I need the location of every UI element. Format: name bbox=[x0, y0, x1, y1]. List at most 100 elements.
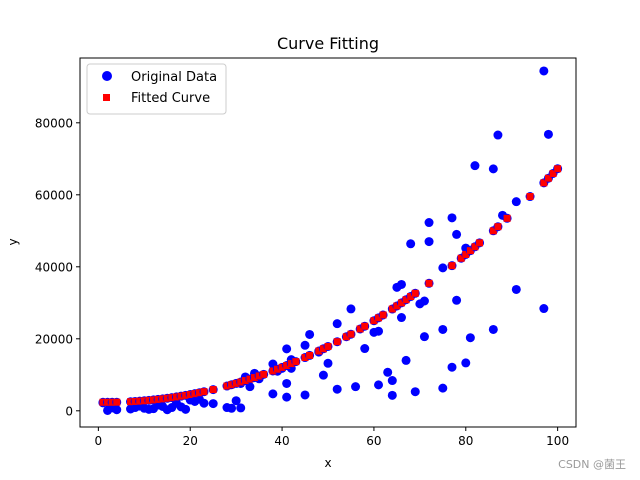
original-data-point-52 bbox=[374, 326, 384, 336]
fitted-curve-point-49 bbox=[379, 311, 387, 319]
original-data-point-49 bbox=[351, 382, 361, 392]
original-data-point-54 bbox=[383, 367, 393, 377]
fitted-curve-point-46 bbox=[361, 322, 369, 330]
original-data-point-74 bbox=[452, 295, 462, 305]
fitted-curve-point-63 bbox=[489, 227, 497, 235]
fitted-curve-point-43 bbox=[342, 333, 350, 341]
fitted-curve-point-30 bbox=[260, 370, 268, 378]
original-data-point-85 bbox=[539, 66, 549, 76]
original-data-point-72 bbox=[447, 362, 457, 372]
original-data-point-87 bbox=[543, 129, 553, 139]
original-data-point-56 bbox=[387, 376, 397, 386]
x-axis-label: x bbox=[324, 456, 331, 470]
fitted-curve-point-41 bbox=[324, 342, 332, 350]
original-data-point-71 bbox=[447, 213, 457, 223]
fitted-curve-point-2 bbox=[108, 398, 116, 406]
fitted-curve-point-57 bbox=[448, 262, 456, 270]
original-data-point-21 bbox=[208, 399, 218, 409]
fitted-curve-point-1 bbox=[104, 398, 112, 406]
fitted-curve-point-64 bbox=[494, 223, 502, 231]
fitted-curve-point-62 bbox=[476, 239, 484, 247]
x-tick-label-100: 100 bbox=[546, 434, 569, 448]
legend-label-fitted-curve: Fitted Curve bbox=[131, 91, 210, 106]
original-data-point-48 bbox=[346, 304, 356, 314]
fitted-curve-point-38 bbox=[306, 351, 314, 359]
fitted-curve-point-8 bbox=[145, 396, 153, 404]
original-data-point-25 bbox=[236, 403, 246, 413]
fitted-curve-point-11 bbox=[159, 395, 167, 403]
fitted-curve-point-23 bbox=[228, 381, 236, 389]
y-tick-label-60000: 60000 bbox=[35, 188, 73, 202]
original-data-point-20 bbox=[199, 398, 209, 408]
original-data-point-40 bbox=[300, 390, 310, 400]
fitted-curve-point-67 bbox=[540, 179, 548, 187]
original-data-point-50 bbox=[360, 344, 370, 354]
fitted-curve-point-39 bbox=[315, 347, 323, 355]
fitted-curve-point-33 bbox=[278, 363, 286, 371]
fitted-curve-point-59 bbox=[462, 250, 470, 258]
original-data-point-64 bbox=[419, 296, 429, 306]
y-axis-label: y bbox=[6, 238, 20, 245]
original-data-point-35 bbox=[282, 378, 292, 388]
fitted-curve-point-48 bbox=[375, 314, 383, 322]
original-data-point-37 bbox=[282, 344, 292, 354]
original-data-point-61 bbox=[406, 239, 416, 249]
legend: Original Data Fitted Curve bbox=[86, 63, 227, 115]
fitted-curve-point-35 bbox=[287, 360, 295, 368]
original-data-point-80 bbox=[488, 324, 498, 334]
fitted-curve-point-29 bbox=[255, 372, 263, 380]
fitted-curve-point-51 bbox=[393, 302, 401, 310]
fitted-curve-point-3 bbox=[113, 398, 121, 406]
fitted-curve-point-20 bbox=[200, 388, 208, 396]
fitted-curve-point-32 bbox=[273, 365, 281, 373]
x-tick-label-60: 60 bbox=[366, 434, 381, 448]
fitted-curve-point-65 bbox=[503, 214, 511, 222]
y-tick-label-20000: 20000 bbox=[35, 332, 73, 346]
fitted-curve-point-5 bbox=[131, 397, 139, 405]
original-data-point-68 bbox=[438, 263, 448, 273]
fitted-curve-point-26 bbox=[241, 377, 249, 385]
original-data-point-73 bbox=[452, 229, 462, 239]
fitted-curve-point-47 bbox=[370, 317, 378, 325]
original-data-point-77 bbox=[465, 333, 475, 343]
original-data-point-84 bbox=[511, 284, 521, 294]
original-data-point-81 bbox=[493, 130, 503, 140]
original-data-point-45 bbox=[323, 358, 333, 368]
fitted-curve-point-45 bbox=[356, 325, 364, 333]
axes-frame bbox=[79, 57, 577, 428]
original-data-point-79 bbox=[488, 164, 498, 174]
original-data-point-83 bbox=[511, 197, 521, 207]
fitted-curve-point-21 bbox=[209, 386, 217, 394]
original-data-point-58 bbox=[396, 279, 406, 289]
fitted-curve-point-19 bbox=[195, 389, 203, 397]
fitted-curve-point-13 bbox=[168, 394, 176, 402]
original-data-point-53 bbox=[374, 380, 384, 390]
fitted-curve-point-12 bbox=[163, 394, 171, 402]
original-data-point-44 bbox=[318, 370, 328, 380]
original-data-point-86 bbox=[539, 304, 549, 314]
original-data-point-3 bbox=[112, 405, 122, 415]
original-data-point-31 bbox=[268, 389, 278, 399]
fitted-curve-point-15 bbox=[177, 392, 185, 400]
fitted-curve-point-52 bbox=[397, 299, 405, 307]
y-tick-label-80000: 80000 bbox=[35, 116, 73, 130]
fitted-curve-point-34 bbox=[283, 362, 291, 369]
original-data-point-16 bbox=[181, 404, 191, 414]
original-data-point-67 bbox=[424, 218, 434, 228]
fitted-curve-point-61 bbox=[471, 243, 479, 251]
original-data-point-42 bbox=[305, 329, 315, 339]
fitted-curve-point-70 bbox=[554, 165, 562, 173]
fitted-curve-point-27 bbox=[246, 375, 254, 383]
original-data-point-78 bbox=[470, 161, 480, 171]
fitted-curve-point-25 bbox=[237, 378, 245, 386]
fitted-curve-point-17 bbox=[186, 391, 194, 399]
fitted-curve-point-44 bbox=[347, 330, 355, 338]
y-tick-label-40000: 40000 bbox=[35, 260, 73, 274]
fitted-curve-point-31 bbox=[269, 367, 277, 375]
original-data-point-70 bbox=[438, 383, 448, 393]
fitted-curve-point-68 bbox=[544, 174, 552, 182]
fitted-curve-point-42 bbox=[333, 338, 341, 346]
fitted-curve-point-58 bbox=[457, 254, 465, 262]
original-data-point-36 bbox=[282, 392, 292, 402]
